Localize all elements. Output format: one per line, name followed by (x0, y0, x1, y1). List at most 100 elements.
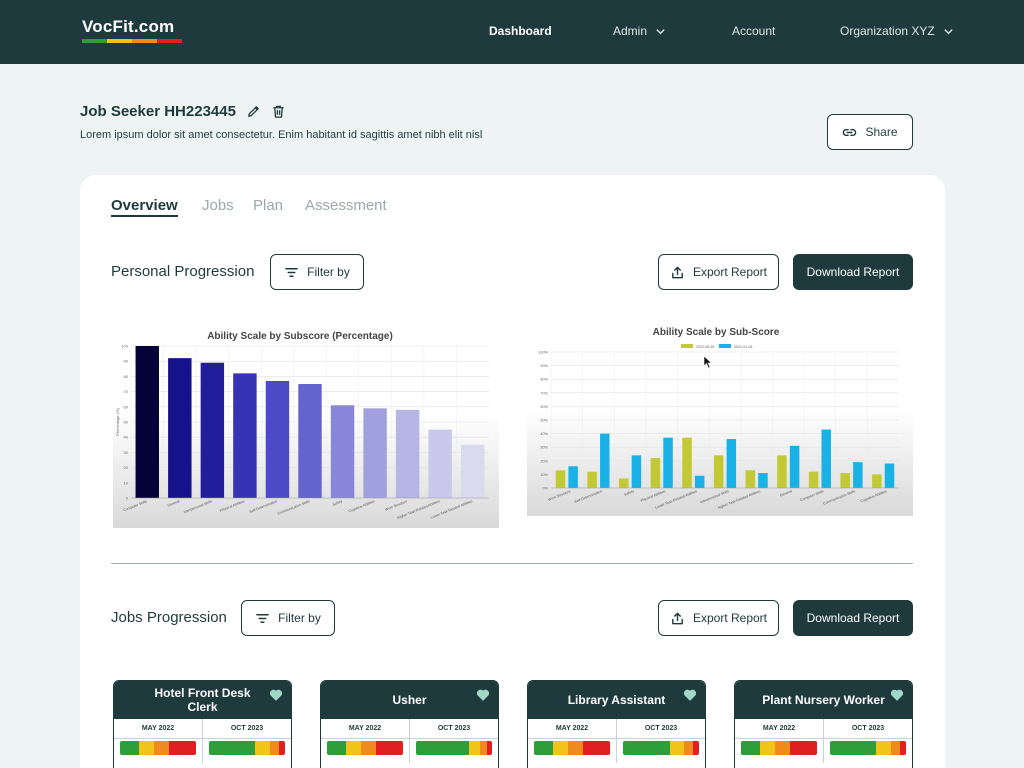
bar-segment (875, 741, 891, 755)
x-tick-label: Physical Abilities (640, 489, 666, 503)
nav-account[interactable]: Account (732, 24, 775, 38)
logo[interactable]: VocFit.com (82, 17, 184, 43)
x-tick-label: Communication Skills (823, 489, 857, 506)
bar-segment (899, 741, 906, 755)
job-card[interactable]: Plant Nursery Worker MAY 2022 OCT 2023 (734, 680, 913, 768)
x-tick-label: Self-Determination (574, 489, 603, 504)
y-tick-label: 20% (540, 459, 548, 463)
job-progress-column: MAY 2022 (735, 719, 824, 763)
job-title: Library Assistant (567, 693, 666, 707)
pencil-icon[interactable] (246, 104, 261, 119)
job-progress-column: MAY 2022 (114, 719, 203, 763)
heart-icon[interactable] (683, 688, 697, 702)
bar (428, 429, 452, 498)
bar (200, 362, 225, 498)
x-tick-label: Work Structure (384, 499, 408, 512)
trash-icon[interactable] (271, 104, 286, 119)
nav-organization[interactable]: Organization XYZ (840, 24, 954, 38)
bar (650, 458, 661, 488)
bar-segment (120, 741, 139, 755)
logo-color-segment (82, 39, 107, 43)
jobs-export-button[interactable]: Export Report (658, 600, 779, 636)
nav-admin[interactable]: Admin (613, 24, 666, 38)
link-icon (843, 128, 857, 136)
job-card[interactable]: Hotel Front Desk Clerk MAY 2022 OCT 2023 (113, 680, 292, 768)
heart-icon[interactable] (890, 688, 904, 702)
bar (587, 471, 597, 488)
download-label: Download Report (806, 265, 900, 279)
personal-filter-button[interactable]: Filter by (270, 254, 364, 290)
bar (777, 455, 787, 488)
job-card[interactable]: Usher MAY 2022 OCT 2023 (320, 680, 499, 768)
x-tick-label: Safety (624, 489, 635, 497)
bar-segment (775, 741, 791, 755)
share-button[interactable]: Share (827, 114, 913, 150)
subscore-comparison-chart: Ability Scale by Sub-Score 2022-05-25 2021… (527, 322, 913, 516)
bar (568, 466, 578, 488)
bar-segment (254, 741, 270, 755)
x-tick-label: Self-Determination (249, 499, 278, 514)
y-tick-label: 80% (540, 378, 548, 382)
personal-download-button[interactable]: Download Report (793, 254, 913, 290)
filter-label: Filter by (307, 265, 350, 279)
job-progress-column: OCT 2023 (410, 719, 498, 763)
bar-segment (553, 741, 569, 755)
bar (821, 429, 831, 488)
job-date-label: MAY 2022 (114, 719, 202, 739)
logo-color-bar (82, 39, 182, 43)
job-progress-bar (623, 741, 699, 755)
bar (600, 433, 610, 488)
personal-export-button[interactable]: Export Report (658, 254, 779, 290)
nav-dashboard[interactable]: Dashboard (489, 24, 552, 38)
title-row: Job Seeker HH223445 (80, 103, 286, 120)
bar (168, 358, 192, 498)
job-progress-column: OCT 2023 (824, 719, 912, 763)
x-tick-label: Safety (332, 499, 343, 507)
job-progress-columns: MAY 2022 OCT 2023 (735, 719, 912, 763)
ability-scale-chart-svg: Ability Scale by Subscore (Percentage) 0 1… (115, 331, 489, 520)
tab-overview[interactable]: Overview (111, 197, 178, 217)
heart-icon[interactable] (269, 688, 283, 702)
y-tick-label: 80 (124, 374, 129, 379)
bar (330, 405, 355, 498)
bar (682, 437, 692, 488)
job-card-header: Plant Nursery Worker (735, 681, 912, 719)
bar (745, 470, 756, 488)
heart-icon[interactable] (476, 688, 490, 702)
bar (298, 384, 322, 498)
job-date-label: OCT 2023 (824, 719, 912, 739)
y-tick-label: 60% (540, 405, 548, 409)
jobs-download-button[interactable]: Download Report (793, 600, 913, 636)
job-date-label: MAY 2022 (321, 719, 409, 739)
y-tick-label: 20 (124, 465, 129, 470)
job-progress-column: MAY 2022 (528, 719, 617, 763)
chevron-down-icon (656, 28, 665, 34)
personal-progression-title: Personal Progression (111, 263, 255, 280)
job-card[interactable]: Library Assistant MAY 2022 OCT 2023 (527, 680, 706, 768)
bar (265, 380, 290, 498)
y-tick-label: 50% (540, 419, 548, 423)
job-date-label: MAY 2022 (735, 719, 823, 739)
job-progress-bar (416, 741, 492, 755)
upload-icon (672, 612, 683, 624)
bar-segment (469, 741, 480, 755)
tab-plan[interactable]: Plan (253, 197, 284, 214)
jobs-filter-button[interactable]: Filter by (241, 600, 335, 636)
upload-icon (672, 266, 683, 278)
job-title: Plant Nursery Worker (762, 693, 885, 707)
y-tick-label: 30 (124, 450, 129, 455)
bar (872, 474, 882, 488)
bar (726, 439, 737, 488)
bar (713, 455, 724, 488)
legend-swatch (681, 344, 693, 348)
tab-jobs[interactable]: Jobs (202, 197, 234, 214)
y-tick-label: 0% (543, 487, 549, 491)
y-axis-label: Percentage (%) (115, 407, 120, 435)
bar-segment (890, 741, 900, 755)
tab-assessment[interactable]: Assessment (305, 197, 387, 214)
bar (663, 437, 673, 488)
x-tick-label: Communication Skills (277, 499, 311, 516)
bar-segment (376, 741, 403, 755)
ability-scale-chart: Ability Scale by Subscore (Percentage) 0 1… (113, 322, 499, 528)
share-label: Share (865, 125, 898, 139)
